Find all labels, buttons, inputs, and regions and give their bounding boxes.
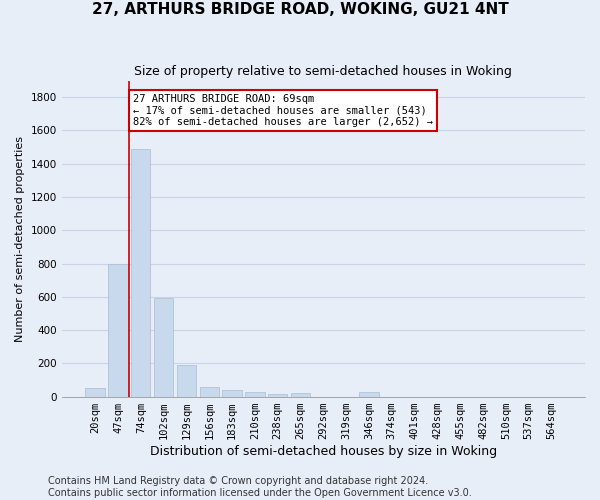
Bar [291, 394, 310, 396]
Y-axis label: Number of semi-detached properties: Number of semi-detached properties [15, 136, 25, 342]
Bar [108, 264, 128, 396]
Bar [177, 365, 196, 396]
Bar [200, 386, 219, 396]
Bar [131, 149, 151, 396]
Bar [268, 394, 287, 396]
Bar [154, 298, 173, 396]
Text: Contains HM Land Registry data © Crown copyright and database right 2024.
Contai: Contains HM Land Registry data © Crown c… [48, 476, 472, 498]
Bar [245, 392, 265, 396]
Text: 27 ARTHURS BRIDGE ROAD: 69sqm
← 17% of semi-detached houses are smaller (543)
82: 27 ARTHURS BRIDGE ROAD: 69sqm ← 17% of s… [133, 94, 433, 127]
Text: 27, ARTHURS BRIDGE ROAD, WOKING, GU21 4NT: 27, ARTHURS BRIDGE ROAD, WOKING, GU21 4N… [92, 2, 508, 18]
Bar [359, 392, 379, 396]
Bar [85, 388, 105, 396]
Title: Size of property relative to semi-detached houses in Woking: Size of property relative to semi-detach… [134, 65, 512, 78]
X-axis label: Distribution of semi-detached houses by size in Woking: Distribution of semi-detached houses by … [150, 444, 497, 458]
Bar [223, 390, 242, 396]
